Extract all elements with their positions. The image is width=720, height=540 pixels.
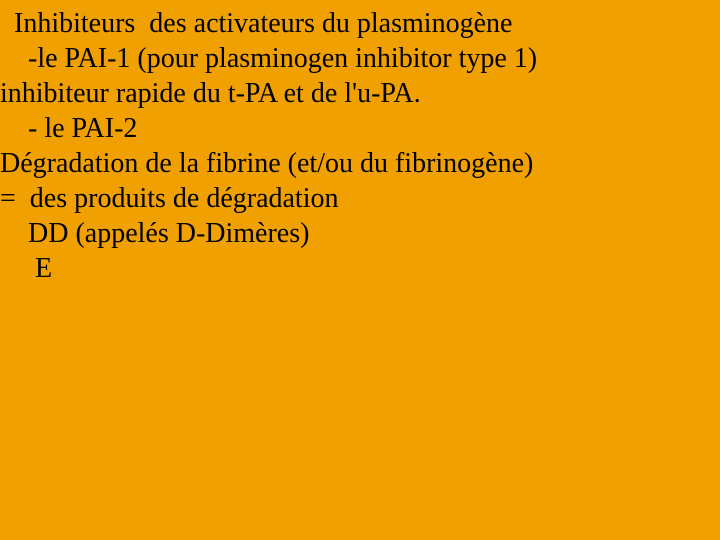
text-line: DD (appelés D-Dimères) [0,216,720,251]
text-line: E [0,251,720,286]
slide: Inhibiteurs des activateurs du plasminog… [0,0,720,540]
text-line: Dégradation de la fibrine (et/ou du fibr… [0,146,720,181]
text-line: = des produits de dégradation [0,181,720,216]
text-line: inhibiteur rapide du t-PA et de l'u-PA. [0,76,720,111]
text-line: - le PAI-2 [0,111,720,146]
text-line: -le PAI-1 (pour plasminogen inhibitor ty… [0,41,720,76]
text-line: Inhibiteurs des activateurs du plasminog… [0,6,720,41]
